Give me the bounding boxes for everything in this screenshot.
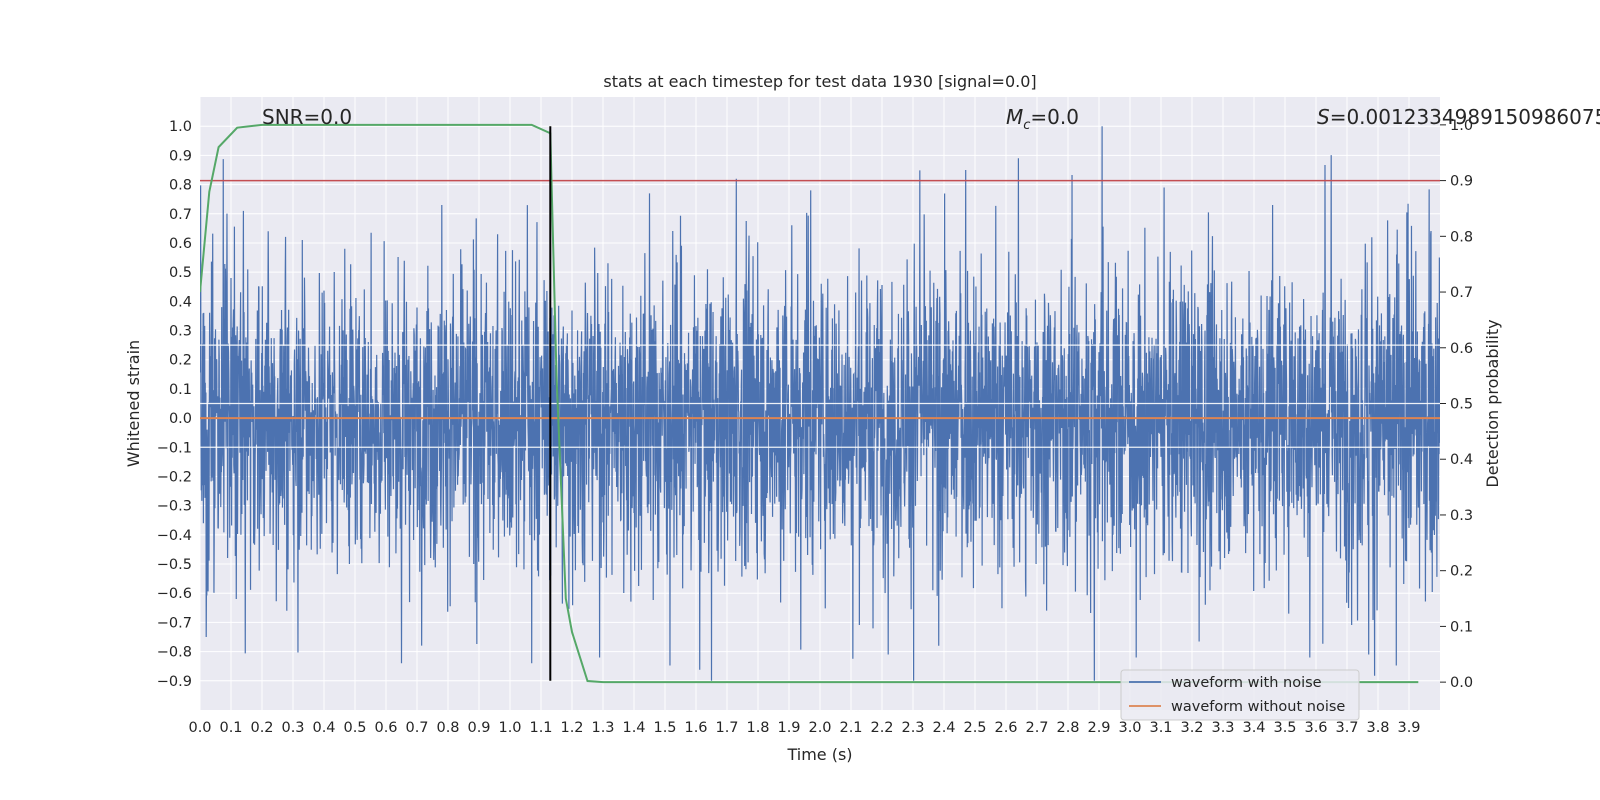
x-tick-label: 0.7 [405,720,428,736]
legend-label-waveform-without-noise: waveform without noise [1171,699,1345,715]
x-tick-label: 1.9 [777,720,800,736]
y-axis-ticks: 1.0 0.9 0.8 0.7 0.6 0.5 0.4 0.3 0.2 0.1 0.0 −0.1 −0.… [157,119,192,690]
y2-tick-label: 0.3 [1450,508,1473,524]
y-tick-label: 0.4 [169,294,192,310]
y-tick-label: −0.2 [157,469,192,485]
x-tick-label: 2.8 [1056,720,1079,736]
chart-title: stats at each timestep for test data 193… [603,72,1036,91]
x-tick-label: 1.1 [529,720,552,736]
y-tick-label: −0.3 [157,499,192,515]
y-tick-label: 0.8 [169,178,192,194]
x-tick-label: 0.5 [343,720,366,736]
x-tick-label: 3.3 [1211,720,1234,736]
x-tick-label: 2.4 [932,720,955,736]
y2-tick-label: 0.0 [1450,675,1473,691]
x-tick-label: 3.7 [1335,720,1358,736]
x-tick-label: 0.2 [250,720,273,736]
x-tick-label: 2.6 [994,720,1017,736]
y2-tick-label: 0.2 [1450,564,1473,580]
s-annotation: S=0.0012334989150986075 [1317,105,1600,129]
y-tick-label: 0.1 [169,382,192,398]
x-tick-label: 3.1 [1149,720,1172,736]
y2-tick-label: 0.8 [1450,229,1473,245]
y-tick-label: 0.6 [169,236,192,252]
x-tick-label: 2.1 [839,720,862,736]
mc-annotation: Mc=0.0 [1006,105,1079,133]
y-tick-label: −0.6 [157,586,192,602]
y-tick-label: 0.2 [169,353,192,369]
x-tick-label: 2.9 [1087,720,1110,736]
x-tick-label: 0.0 [188,720,211,736]
x-tick-label: 2.0 [808,720,831,736]
y-tick-label: −0.8 [157,645,192,661]
mc-subscript: c [1023,118,1030,133]
y-axis-label: Whitened strain [124,340,143,467]
noise-line [200,126,1440,681]
x-tick-label: 1.5 [653,720,676,736]
x-tick-label: 3.4 [1242,720,1265,736]
s-symbol: S [1317,105,1330,129]
y-tick-label: 0.5 [169,265,192,281]
y2-tick-label: 0.9 [1450,174,1473,190]
x-tick-label: 1.2 [560,720,583,736]
y2-axis-label: Detection probability [1483,319,1502,487]
x-tick-label: 1.3 [591,720,614,736]
x-tick-label: 3.6 [1304,720,1327,736]
x-tick-label: 1.8 [746,720,769,736]
x-tick-label: 2.7 [1025,720,1048,736]
y2-tick-label: 0.5 [1450,397,1473,413]
legend-label-waveform-with-noise: waveform with noise [1171,675,1322,691]
y-tick-label: −0.4 [157,528,192,544]
x-tick-label: 0.1 [219,720,242,736]
x-axis-ticks: 0.0 0.1 0.2 0.3 0.4 0.5 0.6 0.7 0.8 0.9 1.0 1.1 1.2 1… [188,720,1420,736]
s-value: =0.0012334989150986075 [1330,105,1600,129]
y2-axis-ticks: 1.0 0.9 0.8 0.7 0.6 0.5 0.4 0.3 0.2 0.1 0.0 [1440,118,1473,691]
x-tick-label: 1.4 [622,720,645,736]
x-tick-label: 3.5 [1273,720,1296,736]
x-tick-label: 0.9 [467,720,490,736]
y-tick-label: −0.9 [157,674,192,690]
x-tick-label: 3.0 [1118,720,1141,736]
y2-tick-label: 0.4 [1450,452,1473,468]
x-tick-label: 3.2 [1180,720,1203,736]
y2-tick-label: 0.1 [1450,619,1473,635]
x-tick-label: 1.6 [684,720,707,736]
series-detection-probability [200,123,1419,684]
y-tick-label: 0.9 [169,148,192,164]
y-tick-label: 0.0 [169,411,192,427]
y2-tick-label: 0.6 [1450,341,1473,357]
x-tick-label: 1.0 [498,720,521,736]
x-tick-label: 3.8 [1366,720,1389,736]
mc-symbol: M [1006,105,1023,129]
y-tick-label: −0.7 [157,615,192,631]
x-tick-label: 0.4 [312,720,335,736]
mc-value: =0.0 [1030,105,1079,129]
x-tick-label: 0.8 [436,720,459,736]
y-tick-label: −0.1 [157,440,192,456]
overlays [200,123,1440,684]
x-tick-label: 1.7 [715,720,738,736]
y-tick-label: 0.3 [169,324,192,340]
y2-tick-label: 1.0 [1450,118,1473,134]
y-tick-label: 0.7 [169,207,192,223]
x-tick-label: 2.2 [870,720,893,736]
series-waveform-with-noise [200,126,1440,681]
x-tick-label: 2.5 [963,720,986,736]
x-tick-label: 0.3 [281,720,304,736]
x-tick-label: 0.6 [374,720,397,736]
y-tick-label: −0.5 [157,557,192,573]
x-tick-label: 3.9 [1397,720,1420,736]
snr-annotation: SNR=0.0 [262,105,352,129]
y2-tick-label: 0.7 [1450,285,1473,301]
x-axis-label: Time (s) [786,745,852,764]
legend-box [1120,669,1360,721]
x-tick-label: 2.3 [901,720,924,736]
legend: waveform with noise waveform without noi… [1120,669,1360,721]
y-tick-label: 1.0 [169,119,192,135]
